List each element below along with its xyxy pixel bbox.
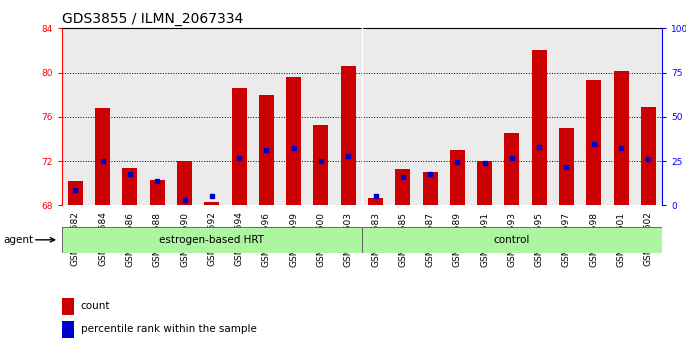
Bar — [150, 180, 165, 205]
Text: percentile rank within the sample: percentile rank within the sample — [80, 325, 257, 335]
Bar — [362, 227, 662, 253]
Bar — [204, 202, 220, 205]
Bar — [122, 168, 137, 205]
Bar — [368, 198, 383, 205]
Bar — [314, 125, 329, 205]
Bar — [259, 95, 274, 205]
Bar — [395, 169, 410, 205]
Bar — [68, 181, 83, 205]
Bar — [559, 128, 574, 205]
Text: count: count — [80, 302, 110, 312]
Bar — [423, 172, 438, 205]
Bar — [62, 227, 362, 253]
Bar — [95, 108, 110, 205]
Bar — [232, 88, 246, 205]
Bar — [62, 298, 73, 314]
Text: GDS3855 / ILMN_2067334: GDS3855 / ILMN_2067334 — [62, 12, 243, 27]
Bar — [341, 66, 356, 205]
Bar — [504, 133, 519, 205]
Text: estrogen-based HRT: estrogen-based HRT — [159, 235, 264, 245]
Bar — [532, 50, 547, 205]
Bar — [286, 77, 301, 205]
Text: control: control — [494, 235, 530, 245]
Bar — [587, 80, 602, 205]
Bar — [62, 321, 73, 338]
Bar — [641, 107, 656, 205]
Bar — [177, 161, 192, 205]
Bar — [450, 150, 465, 205]
Bar — [613, 72, 628, 205]
Text: agent: agent — [3, 235, 34, 245]
Bar — [477, 161, 492, 205]
